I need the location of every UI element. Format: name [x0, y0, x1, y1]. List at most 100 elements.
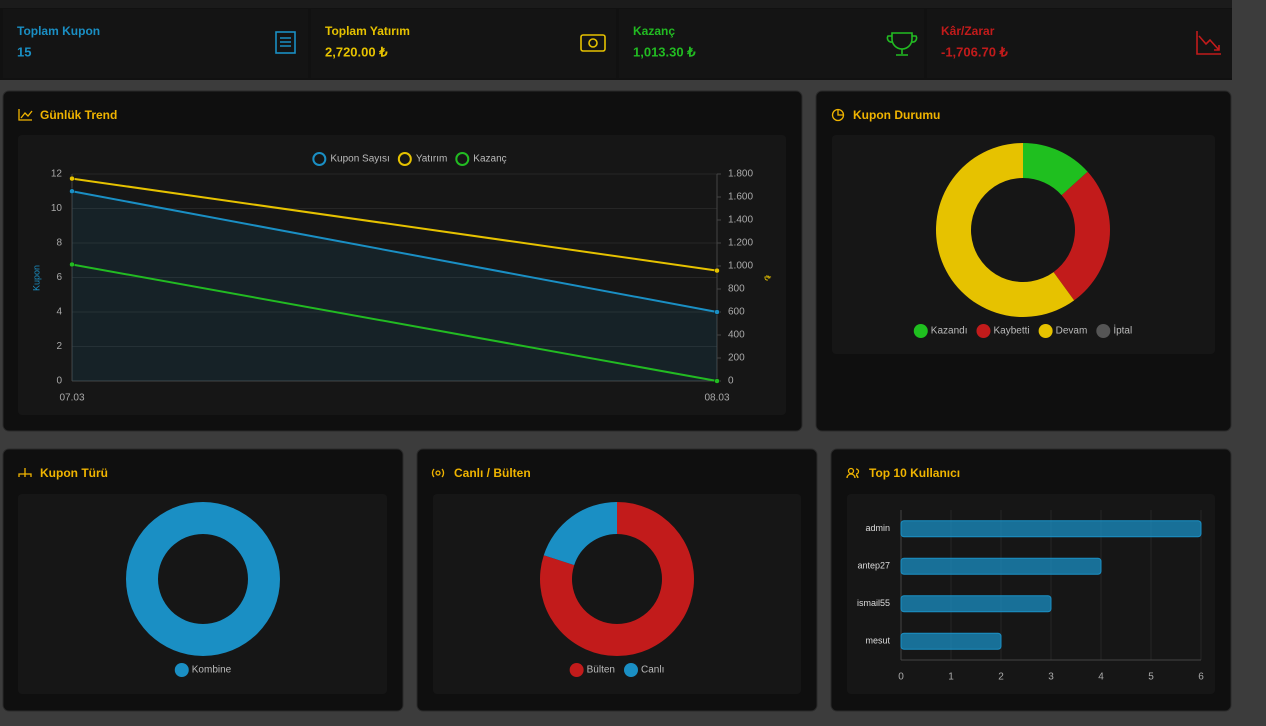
- chart-box: [832, 135, 1215, 354]
- legend-label: Devam: [1056, 326, 1088, 337]
- stat-label: Kazanç: [633, 24, 675, 38]
- chart-box: [433, 494, 801, 694]
- y2-tick-label: 400: [728, 330, 745, 341]
- point: [714, 309, 720, 315]
- icon-trend-down: [1196, 31, 1221, 55]
- icon-coin: [588, 38, 598, 48]
- stat-value: -1,706.70 ₺: [941, 44, 1009, 59]
- category-label: antep27: [857, 561, 890, 571]
- doughnut-segment: [543, 502, 617, 566]
- legend-swatch: [455, 152, 470, 166]
- category-label: admin: [865, 523, 890, 533]
- stat-value: 15: [17, 44, 31, 59]
- legend-swatch: [174, 663, 189, 677]
- category-label: mesut: [865, 636, 890, 646]
- legend: Kombine: [174, 663, 232, 677]
- y2-tick-label: 600: [728, 307, 745, 318]
- panel-title: Kupon Durumu: [853, 108, 940, 122]
- top-strip: [0, 0, 1232, 8]
- panel-title: Günlük Trend: [40, 108, 117, 122]
- category-label: ismail55: [857, 598, 890, 608]
- panel-title: Top 10 Kullanıcı: [869, 466, 960, 480]
- icon-lines: [280, 37, 291, 47]
- legend: Kazandı Kaybetti Devam İptal: [913, 324, 1132, 338]
- x-tick-label: 08.03: [704, 393, 729, 404]
- icon-waves: [431, 468, 445, 478]
- legend-swatch: [913, 324, 928, 338]
- legend-label: Kombine: [192, 665, 232, 676]
- legend-label: Kaybetti: [993, 326, 1029, 337]
- point: [69, 188, 75, 194]
- x-tick-label: 0: [898, 672, 904, 683]
- bar: [900, 520, 1202, 538]
- legend-label: Kazanç: [473, 154, 506, 165]
- point: [714, 267, 720, 274]
- y2-tick-label: 1.800: [728, 169, 753, 180]
- icon-money: [580, 34, 606, 52]
- legend: Kupon Sayısı Yatırım Kazanç: [312, 152, 507, 166]
- y2-tick-label: 1.600: [728, 192, 753, 203]
- bar: [900, 595, 1052, 613]
- y2-tick-label: 800: [728, 284, 745, 295]
- legend-label: Yatırım: [416, 154, 447, 165]
- point: [69, 261, 75, 268]
- x-tick-label: 1: [948, 672, 954, 683]
- y2-tick-label: 200: [728, 353, 745, 364]
- series-line: [71, 177, 718, 272]
- chart-box: [18, 494, 387, 694]
- x-tick-label: 6: [1198, 672, 1204, 683]
- legend: Bülten Canlı: [569, 663, 664, 677]
- doughnut-segment: [1053, 171, 1110, 301]
- stat-card: [927, 9, 1232, 78]
- icon-tree: [18, 468, 32, 477]
- stat-value: 2,720.00 ₺: [325, 44, 388, 59]
- y2-axis-label: ₺: [763, 275, 773, 281]
- x-tick-label: 5: [1148, 672, 1154, 683]
- point: [69, 175, 75, 182]
- y2-tick-label: 1.400: [728, 215, 753, 226]
- stat-icons: [275, 31, 1221, 56]
- point: [714, 378, 720, 384]
- bar: [900, 632, 1002, 650]
- y-tick-label: 8: [56, 238, 62, 249]
- legend-swatch: [1038, 324, 1053, 338]
- y-tick-label: 6: [56, 272, 62, 283]
- series-line: [71, 190, 718, 313]
- x-tick-label: 2: [998, 672, 1004, 683]
- y2-tick-label: 1.200: [728, 238, 753, 249]
- y-tick-label: 2: [56, 341, 62, 352]
- y2-tick-label: 0: [728, 376, 734, 387]
- stat-label: Kâr/Zarar: [941, 24, 995, 38]
- y2-tick-label: 1.000: [728, 261, 753, 272]
- title-icons: [18, 108, 860, 479]
- doughnut-segment: [126, 502, 280, 656]
- y-axis-label: Kupon: [31, 265, 41, 291]
- x-tick-label: 4: [1098, 672, 1104, 683]
- stat-card: [619, 9, 924, 78]
- y-tick-label: 4: [56, 307, 62, 318]
- legend-label: İptal: [1113, 324, 1132, 337]
- x-tick-label: 3: [1048, 672, 1054, 683]
- y-tick-label: 12: [51, 169, 63, 180]
- stat-label: Toplam Yatırım: [325, 24, 410, 38]
- legend-label: Kazandı: [931, 326, 968, 337]
- legend-label: Canlı: [641, 665, 664, 676]
- y-tick-label: 0: [56, 376, 62, 387]
- legend-swatch: [1096, 324, 1111, 338]
- stat-value: 1,013.30 ₺: [633, 44, 696, 59]
- doughnut-segment: [1023, 143, 1088, 196]
- bar: [900, 557, 1102, 575]
- icon-chart: [18, 109, 33, 121]
- y-tick-label: 10: [51, 203, 63, 214]
- icon-trophy: [886, 32, 918, 56]
- stat-label: Toplam Kupon: [17, 24, 100, 38]
- x-tick-label: 07.03: [59, 393, 84, 404]
- legend-swatch: [624, 663, 638, 677]
- doughnut-segment: [540, 502, 694, 656]
- chart-box: [18, 135, 786, 415]
- legend-swatch: [569, 663, 584, 677]
- legend-swatch: [312, 152, 327, 166]
- legend-swatch: [397, 152, 412, 166]
